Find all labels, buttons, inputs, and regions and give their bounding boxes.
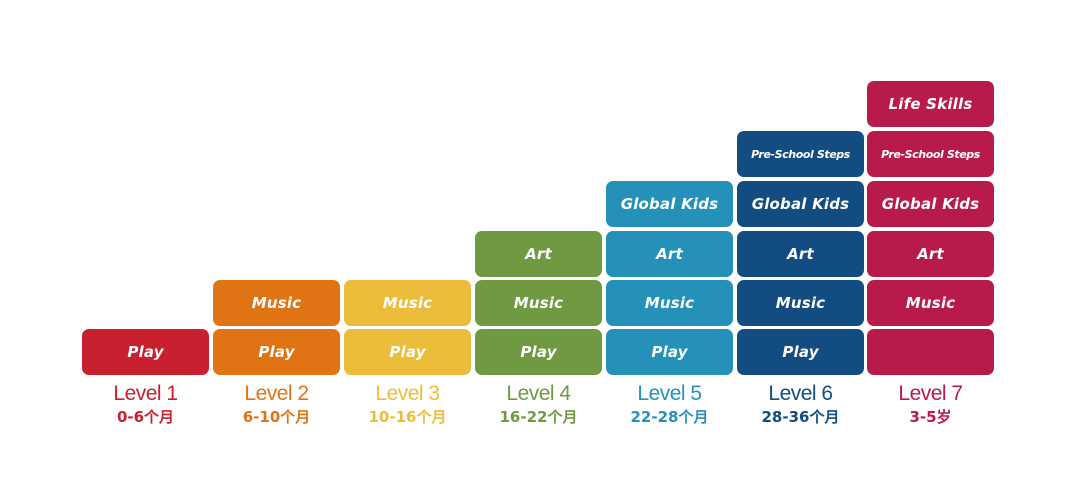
level-age: 10-16个月 xyxy=(368,408,447,426)
level-age: 6-10个月 xyxy=(242,408,311,426)
level-label: Level 5 22-28个月 xyxy=(606,382,733,428)
level-age: 3-5岁 xyxy=(909,408,952,426)
course-block-play: Play xyxy=(737,329,864,375)
level-label: Level 2 6-10个月 xyxy=(213,382,340,428)
course-block-art: Art xyxy=(737,231,864,277)
course-block-pre-school-steps: Pre-School Steps xyxy=(867,131,994,177)
course-block-play: Play xyxy=(82,329,209,375)
level-age: 28-36个月 xyxy=(761,408,840,426)
level-name: Level 6 xyxy=(768,382,833,405)
level-name: Level 2 xyxy=(244,382,309,405)
course-block-music: Music xyxy=(344,280,471,326)
course-block-music: Music xyxy=(606,280,733,326)
course-block-empty xyxy=(867,329,994,375)
course-block-global-kids: Global Kids xyxy=(867,181,994,227)
course-block-play: Play xyxy=(606,329,733,375)
course-block-life-skills: Life Skills xyxy=(867,81,994,127)
level-age: 0-6个月 xyxy=(116,408,175,426)
level-label: Level 3 10-16个月 xyxy=(344,382,471,428)
course-block-pre-school-steps: Pre-School Steps xyxy=(737,131,864,177)
course-block-music: Music xyxy=(213,280,340,326)
level-label: Level 7 3-5岁 xyxy=(867,382,994,428)
level-label: Level 4 16-22个月 xyxy=(475,382,602,428)
level-age: 22-28个月 xyxy=(630,408,709,426)
level-label: Level 6 28-36个月 xyxy=(737,382,864,428)
level-name: Level 4 xyxy=(506,382,571,405)
course-block-play: Play xyxy=(213,329,340,375)
course-block-global-kids: Global Kids xyxy=(737,181,864,227)
level-age: 16-22个月 xyxy=(499,408,578,426)
course-block-music: Music xyxy=(867,280,994,326)
course-block-art: Art xyxy=(475,231,602,277)
course-block-play: Play xyxy=(475,329,602,375)
course-block-music: Music xyxy=(737,280,864,326)
level-name: Level 5 xyxy=(637,382,702,405)
course-block-global-kids: Global Kids xyxy=(606,181,733,227)
level-name: Level 3 xyxy=(375,382,440,405)
level-name: Level 7 xyxy=(898,382,963,405)
course-block-music: Music xyxy=(475,280,602,326)
level-name: Level 1 xyxy=(113,382,178,405)
course-block-play: Play xyxy=(344,329,471,375)
course-block-art: Art xyxy=(606,231,733,277)
level-label: Level 1 0-6个月 xyxy=(82,382,209,428)
course-block-art: Art xyxy=(867,231,994,277)
